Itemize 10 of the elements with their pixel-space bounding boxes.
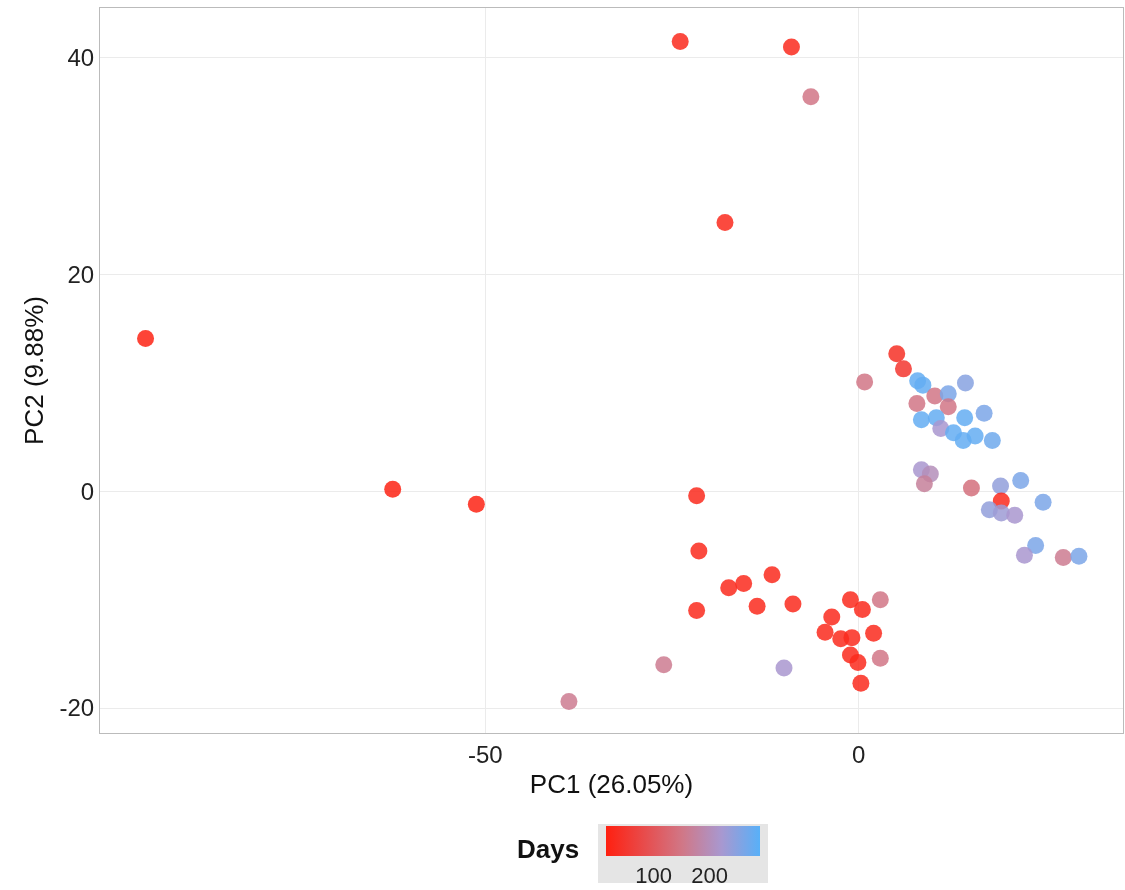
- y-tick-label: -20: [59, 694, 95, 722]
- x-tick-label: -50: [467, 740, 503, 768]
- y-tick-label: 20: [67, 260, 95, 288]
- color-bar-title: Days: [517, 834, 580, 864]
- y-axis-title: PC2 (9.88%): [18, 296, 49, 445]
- y-tick-label: 40: [67, 44, 95, 72]
- color-bar-label: 200: [691, 862, 729, 888]
- y-tick-label: 0: [80, 477, 95, 505]
- color-bar-label: 100: [635, 862, 673, 888]
- x-axis-title: PC1 (26.05%): [529, 769, 694, 800]
